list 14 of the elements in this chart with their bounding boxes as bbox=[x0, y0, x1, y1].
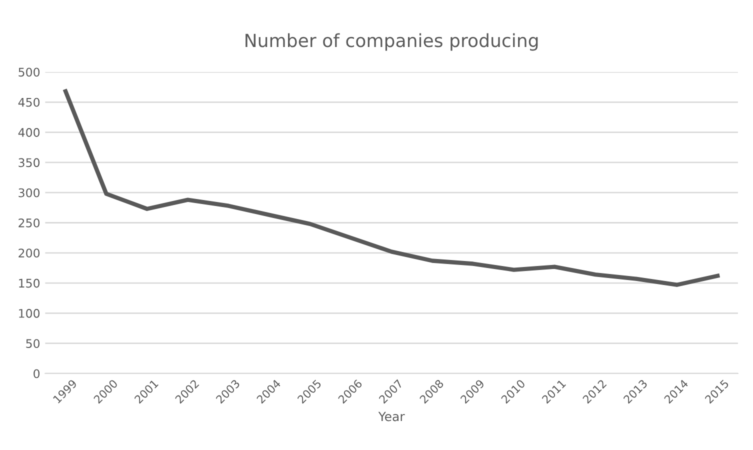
y-tick-label: 400 bbox=[18, 128, 40, 137]
y-tick-label: 300 bbox=[18, 188, 40, 198]
y-tick-label: 0 bbox=[34, 369, 40, 378]
y-tick-label: 200 bbox=[18, 248, 40, 258]
chart-title: Number of companies producing bbox=[246, 33, 538, 51]
line-series bbox=[63, 89, 720, 287]
y-tick-label: 50 bbox=[26, 339, 40, 348]
y-tick-label: 250 bbox=[18, 218, 40, 228]
y-tick-label: 150 bbox=[19, 278, 40, 288]
y-tick-label: 350 bbox=[18, 158, 40, 168]
y-tick-label: 100 bbox=[19, 308, 40, 318]
y-tick-label: 450 bbox=[18, 98, 40, 107]
y-tick-label: 500 bbox=[18, 68, 40, 77]
x-axis-title: Year bbox=[378, 412, 405, 422]
